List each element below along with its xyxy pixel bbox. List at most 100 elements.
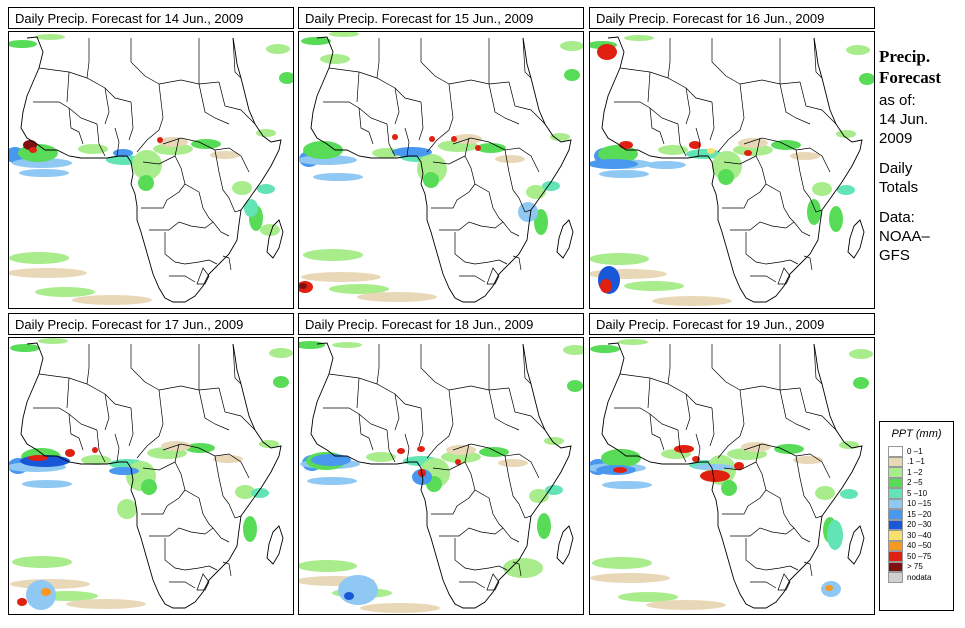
country-border [809,197,823,213]
madagascar-outline [847,525,865,565]
legend-swatch [888,488,903,499]
country-border [745,538,767,571]
precip-blob [619,141,633,149]
country-border [169,581,196,589]
precip-blob [495,155,525,163]
country-border [518,197,532,213]
precip-blob [109,467,139,475]
country-border [164,232,186,265]
country-border [356,71,360,103]
country-border [420,344,450,391]
totals-label: Totals [879,179,919,196]
country-border [96,429,106,463]
panel-title: Daily Precip. Forecast for 15 Jun., 2009 [298,7,584,29]
country-border [218,81,256,125]
precip-blob [28,455,48,461]
country-border [162,137,216,151]
precip-field [299,341,583,613]
precip-blob [849,349,873,359]
precip-blob [455,459,461,465]
precip-blob [232,181,252,195]
precip-field [9,338,293,610]
precip-blob [807,199,821,225]
data-source-2: GFS [879,247,910,264]
country-border [136,83,164,153]
precip-map [589,31,875,309]
country-border [518,503,532,519]
country-border [765,565,799,571]
madagascar-outline [847,219,865,259]
precip-blob [153,143,193,155]
precip-blob [72,295,152,305]
country-border [142,155,176,165]
country-border [218,387,256,431]
country-border [486,573,500,591]
country-border [750,581,777,589]
country-border [439,527,504,537]
precip-blob [774,444,804,454]
country-border [717,389,745,459]
asof-label: as of: [879,92,916,109]
precip-blob [544,437,564,445]
country-border [813,37,823,79]
madagascar-outline [556,525,574,565]
country-border [432,461,466,471]
precip-blob [590,159,638,169]
precip-blob [590,573,670,583]
coastline [310,342,572,609]
country-border [739,385,801,391]
precip-blob [550,133,570,141]
precip-blob [790,152,820,160]
country-border [404,433,410,463]
legend-label: 5 –10 [907,488,928,498]
precip-blob [545,485,563,495]
precip-blob [301,272,381,282]
precip-field [590,35,874,306]
country-border [104,393,110,431]
precip-blob [66,599,146,609]
country-border [198,389,230,431]
precip-map [8,337,294,615]
precip-blob [213,455,243,463]
asof-date-2: 2009 [879,130,913,147]
country-border [158,79,220,85]
country-border [33,407,98,431]
legend-item: 15 –20 [888,509,953,520]
country-border [432,155,466,165]
country-border [488,389,520,431]
country-border [803,255,813,271]
precip-blob [503,558,543,578]
precip-blob [592,557,652,569]
precip-blob [191,139,221,149]
country-border [386,123,396,157]
country-border [722,183,767,209]
country-border [614,407,679,431]
country-border [522,37,532,79]
precip-blob [689,141,701,149]
precip-field [299,32,583,302]
precip-blob [567,380,583,392]
country-border [649,107,665,145]
country-border [426,389,454,459]
country-border [198,191,230,237]
precip-field [9,34,293,305]
country-border [813,343,823,385]
country-border [323,101,388,125]
country-border [128,101,134,141]
precip-blob [141,479,157,495]
country-border [677,123,687,157]
precip-blob [38,338,68,344]
country-border [114,127,120,157]
country-border [38,373,132,409]
country-border [709,407,715,447]
precip-blob [19,169,69,177]
country-border [130,38,160,85]
country-border [198,497,230,543]
precip-blob [366,452,396,462]
legend-label: 2 –5 [907,478,923,488]
country-border [504,455,520,505]
legend-label: 10 –15 [907,499,932,509]
precip-blob [429,136,435,142]
country-border [522,343,532,385]
precip-blob [598,145,638,163]
